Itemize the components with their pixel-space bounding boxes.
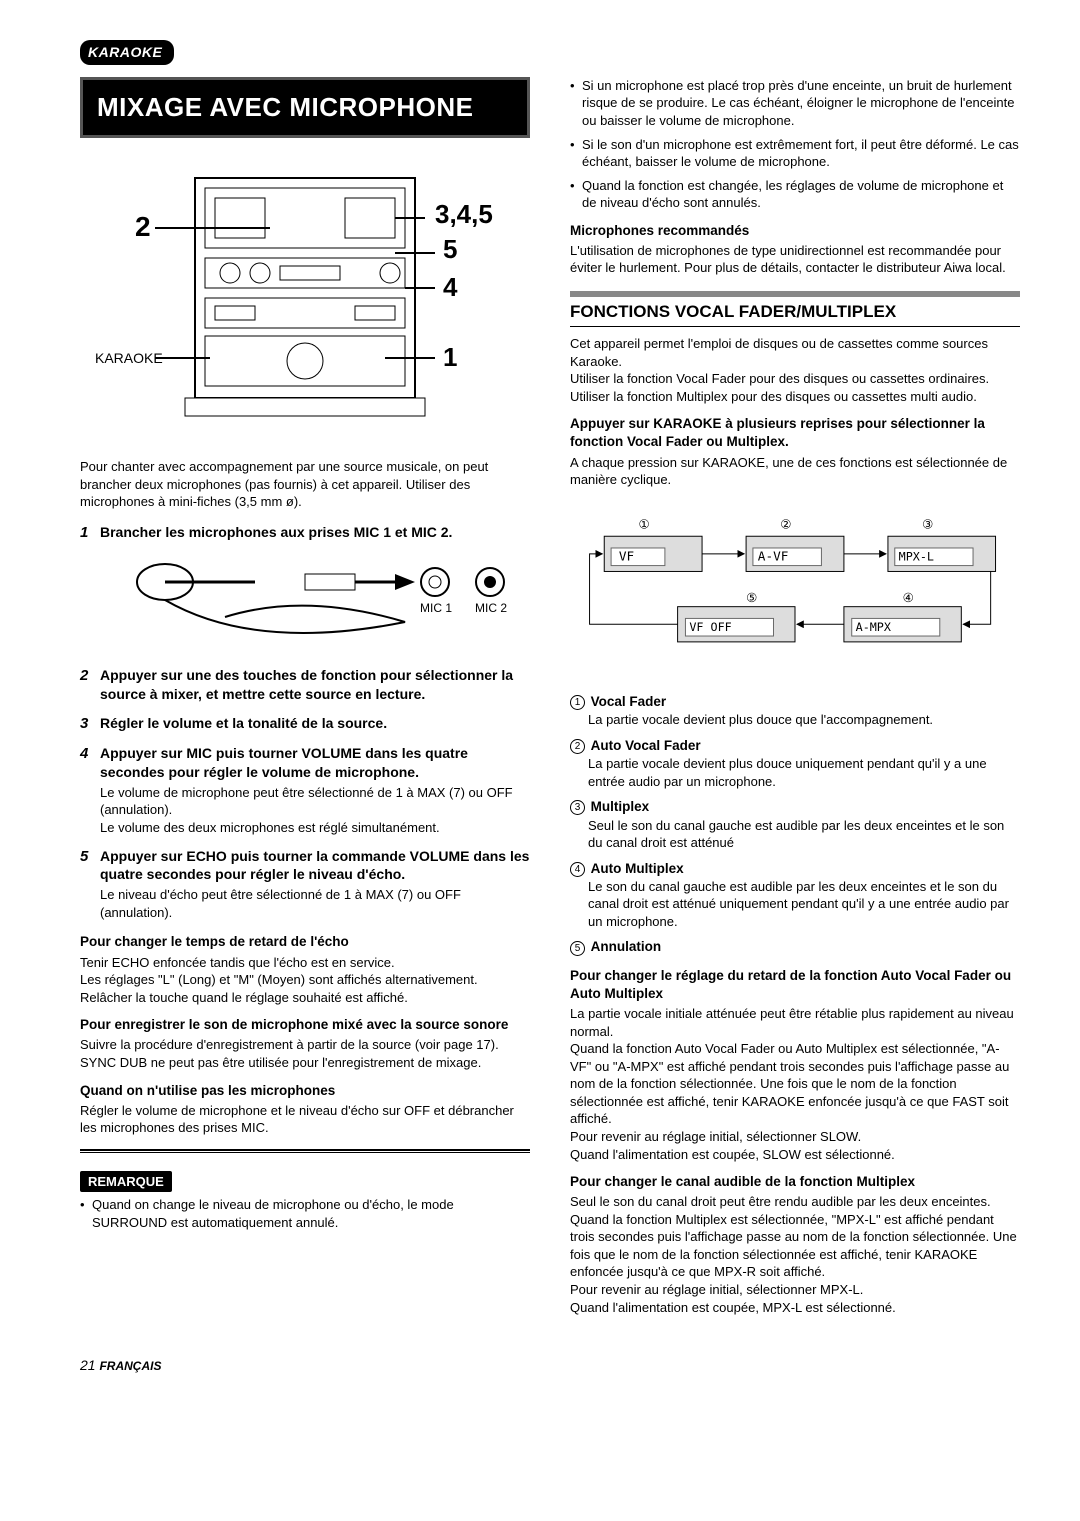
step-text: Le volume de microphone peut être sélect… <box>100 784 530 837</box>
section2-intro: Cet appareil permet l'emploi de disques … <box>570 335 1020 405</box>
step-4: 4 Appuyer sur MIC puis tourner VOLUME da… <box>80 744 530 836</box>
svg-text:③: ③ <box>922 516 933 531</box>
label-karaoke: KARAOKE <box>95 350 163 366</box>
press-heading: Appuyer sur KARAOKE à plusieurs reprises… <box>570 415 1020 451</box>
bullet: Quand on change le niveau de microphone … <box>80 1196 530 1231</box>
section2-title: FONCTIONS VOCAL FADER/MULTIPLEX <box>570 301 1020 324</box>
record-heading: Pour enregistrer le son de microphone mi… <box>80 1016 530 1034</box>
nomic-text: Régler le volume de microphone et le niv… <box>80 1102 530 1137</box>
step-1: 1 Brancher les microphones aux prises MI… <box>80 523 530 656</box>
bullet: Si un microphone est placé trop près d'u… <box>570 77 1020 130</box>
label-4: 4 <box>443 272 458 302</box>
svg-text:VF OFF: VF OFF <box>689 620 731 634</box>
page-number: 21 <box>80 1357 96 1373</box>
flow-diagram: ① VF ② A-VF ③ MPX-L ⑤ VF OFF ④ A-MPX <box>570 507 1020 677</box>
nomic-heading: Quand on n'utilise pas les microphones <box>80 1082 530 1100</box>
mode-name: Auto Multiplex <box>591 861 684 876</box>
mode-list: 1 Vocal Fader La partie vocale devient p… <box>570 693 1020 956</box>
mode-num: 1 <box>570 695 585 710</box>
bullet: Si le son d'un microphone est extrêmemen… <box>570 136 1020 171</box>
page-footer: 21 FRANÇAIS <box>80 1356 1020 1375</box>
press-text: A chaque pression sur KARAOKE, une de ce… <box>570 454 1020 489</box>
step-title: Appuyer sur MIC puis tourner VOLUME dans… <box>100 744 530 782</box>
mic-jack-diagram: MIC 1 MIC 2 <box>100 542 530 652</box>
mode-num: 2 <box>570 739 585 754</box>
svg-text:①: ① <box>638 516 649 531</box>
step-3: 3 Régler le volume et la tonalité de la … <box>80 714 530 734</box>
step-text: Le niveau d'écho peut être sélectionné d… <box>100 886 530 921</box>
label-5: 5 <box>443 234 457 264</box>
echo-text: Tenir ECHO enfoncée tandis que l'écho es… <box>80 954 530 1007</box>
step-title: Brancher les microphones aux prises MIC … <box>100 523 530 542</box>
channel-heading: Pour changer le canal audible de la fonc… <box>570 1173 1020 1191</box>
recommend-heading: Microphones recommandés <box>570 222 1020 240</box>
svg-text:A-VF: A-VF <box>758 548 789 563</box>
step-2: 2 Appuyer sur une des touches de fonctio… <box>80 666 530 704</box>
svg-text:MPX-L: MPX-L <box>899 549 934 563</box>
delay-text: La partie vocale initiale atténuée peut … <box>570 1005 1020 1163</box>
intro-text: Pour chanter avec accompagnement par une… <box>80 458 530 511</box>
right-column: Si un microphone est placé trop près d'u… <box>570 77 1020 1326</box>
label-2: 2 <box>135 211 151 242</box>
svg-text:VF: VF <box>619 548 634 563</box>
section-bar: FONCTIONS VOCAL FADER/MULTIPLEX <box>570 291 1020 327</box>
mode-num: 5 <box>570 941 585 956</box>
mode-name: Annulation <box>591 939 662 954</box>
svg-text:⑤: ⑤ <box>746 589 757 604</box>
mode-desc: La partie vocale devient plus douce uniq… <box>588 755 1020 790</box>
delay-heading: Pour changer le réglage du retard de la … <box>570 967 1020 1003</box>
svg-text:A-MPX: A-MPX <box>856 620 891 634</box>
karaoke-tag: KARAOKE <box>80 40 174 65</box>
page-title: MIXAGE AVEC MICROPHONE <box>80 77 530 138</box>
mode-name: Vocal Fader <box>591 694 667 709</box>
mode-item: 4 Auto Multiplex Le son du canal gauche … <box>570 860 1020 931</box>
mode-desc: Seul le son du canal gauche est audible … <box>588 817 1020 852</box>
echo-heading: Pour changer le temps de retard de l'éch… <box>80 933 530 951</box>
steps: 1 Brancher les microphones aux prises MI… <box>80 523 530 922</box>
mode-desc: Le son du canal gauche est audible par l… <box>588 878 1020 931</box>
step-title: Appuyer sur ECHO puis tourner la command… <box>100 847 530 885</box>
svg-text:②: ② <box>780 516 791 531</box>
label-345: 3,4,5 <box>435 199 493 229</box>
mode-item: 2 Auto Vocal Fader La partie vocale devi… <box>570 737 1020 790</box>
bullet: Quand la fonction est changée, les régla… <box>570 177 1020 212</box>
page-lang: FRANÇAIS <box>99 1359 161 1373</box>
remark-tag: REMARQUE <box>80 1171 172 1193</box>
label-1: 1 <box>443 342 457 372</box>
mode-item: 3 Multiplex Seul le son du canal gauche … <box>570 798 1020 851</box>
mode-name: Auto Vocal Fader <box>591 738 701 753</box>
left-column: MIXAGE AVEC MICROPHONE <box>80 77 530 1326</box>
mode-desc: La partie vocale devient plus douce que … <box>588 711 1020 729</box>
device-diagram: 2 3,4,5 5 4 1 KARAOKE <box>80 158 530 438</box>
mode-num: 4 <box>570 862 585 877</box>
svg-text:④: ④ <box>903 589 914 604</box>
step-5: 5 Appuyer sur ECHO puis tourner la comma… <box>80 847 530 922</box>
mode-item: 5 Annulation <box>570 938 1020 956</box>
mode-item: 1 Vocal Fader La partie vocale devient p… <box>570 693 1020 729</box>
step-title: Régler le volume et la tonalité de la so… <box>100 714 530 733</box>
divider <box>80 1149 530 1153</box>
mode-num: 3 <box>570 800 585 815</box>
svg-text:MIC 2: MIC 2 <box>475 601 507 615</box>
recommend-text: L'utilisation de microphones de type uni… <box>570 242 1020 277</box>
record-text: Suivre la procédure d'enregistrement à p… <box>80 1036 530 1071</box>
step-title: Appuyer sur une des touches de fonction … <box>100 666 530 704</box>
page-columns: MIXAGE AVEC MICROPHONE <box>80 77 1020 1326</box>
svg-text:MIC 1: MIC 1 <box>420 601 452 615</box>
warning-bullets: Si un microphone est placé trop près d'u… <box>570 77 1020 212</box>
channel-text: Seul le son du canal droit peut être ren… <box>570 1193 1020 1316</box>
mode-name: Multiplex <box>591 799 650 814</box>
remark-bullets: Quand on change le niveau de microphone … <box>80 1196 530 1231</box>
